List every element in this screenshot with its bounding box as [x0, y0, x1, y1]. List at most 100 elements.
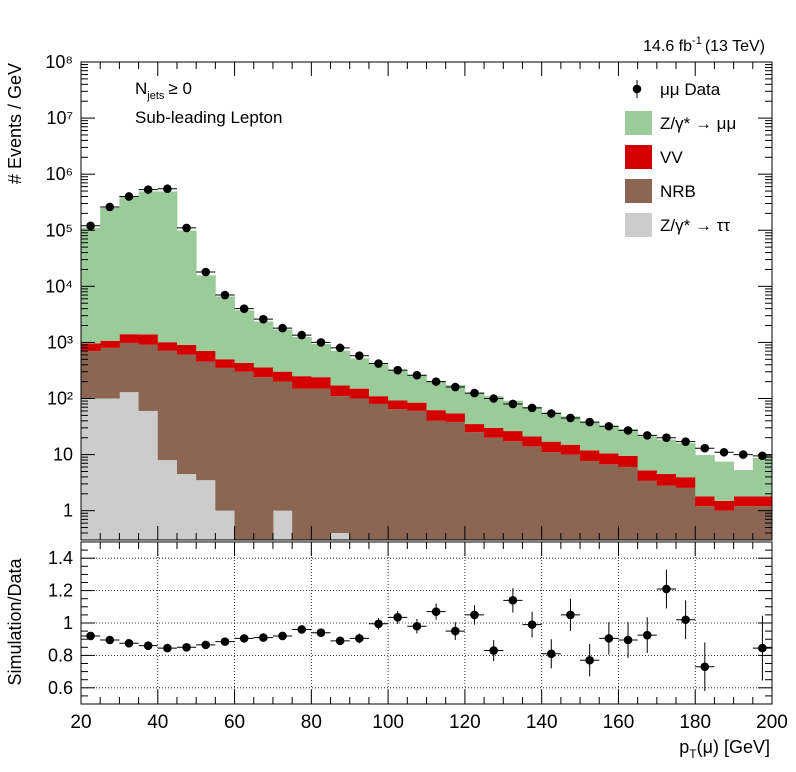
x-tick-label: 20 — [70, 712, 91, 733]
hist-bar — [580, 421, 600, 451]
hist-bar — [368, 364, 389, 397]
hist-bar — [618, 429, 639, 456]
hist-bar — [752, 496, 773, 507]
hist-bar — [157, 342, 178, 351]
ratio-y-tick-label: 1.2 — [48, 581, 73, 601]
data-point — [566, 413, 575, 423]
legend-swatch — [625, 213, 652, 237]
hist-bar — [81, 343, 101, 352]
hist-bar — [349, 398, 370, 540]
hist-bar — [272, 371, 293, 382]
hist-bar — [330, 350, 351, 386]
data-point — [546, 409, 556, 418]
hist-bar — [541, 441, 562, 453]
ratio-point — [758, 643, 767, 653]
hist-bar — [311, 388, 331, 540]
hist-bar — [272, 329, 293, 372]
data-point — [738, 450, 748, 459]
hist-bar — [196, 480, 216, 540]
hist-bar — [407, 410, 427, 540]
hist-bar — [215, 510, 235, 540]
data-point — [374, 359, 383, 368]
hist-bar — [522, 406, 543, 437]
hist-bar — [580, 461, 600, 540]
ratio-point — [604, 634, 614, 643]
hist-bar — [464, 392, 485, 425]
y-tick-label: 10⁵ — [46, 220, 73, 240]
ratio-point — [163, 643, 172, 653]
hist-bar — [522, 436, 543, 447]
hist-bar — [407, 374, 427, 403]
ratio-point — [355, 634, 364, 643]
legend-label: NRB — [660, 182, 696, 201]
data-points — [81, 184, 772, 461]
hist-bar — [100, 347, 120, 399]
hist-bar — [311, 377, 331, 389]
hist-bar — [138, 410, 159, 540]
hist-bar — [676, 487, 696, 540]
ratio-point — [374, 619, 383, 629]
data-point — [335, 343, 345, 353]
legend-swatch — [625, 111, 652, 135]
hist-bar — [733, 496, 754, 507]
data-point — [719, 447, 729, 457]
data-point — [259, 314, 268, 324]
hist-bar — [330, 532, 351, 540]
data-point — [86, 221, 95, 231]
hist-bar — [656, 485, 677, 540]
hist-bar — [388, 409, 408, 540]
ratio-point — [182, 643, 191, 652]
hist-bar — [176, 230, 197, 345]
ratio-point — [450, 626, 460, 636]
data-point — [662, 433, 671, 443]
data-point — [431, 377, 441, 386]
hist-bar — [541, 412, 562, 442]
hist-bar — [484, 427, 504, 438]
ratio-point — [124, 638, 134, 648]
hist-bar — [733, 506, 754, 540]
hist-bar — [464, 424, 485, 433]
hist-bar — [138, 191, 159, 335]
hist-bar — [618, 455, 639, 468]
legend-label: Z/γ* → ττ — [660, 216, 730, 235]
data-point — [201, 267, 211, 277]
data-point — [700, 443, 710, 453]
ratio-point — [681, 615, 690, 625]
ratio-point — [623, 635, 633, 645]
y-tick-label: 10³ — [47, 332, 73, 352]
data-point — [450, 382, 460, 392]
hist-bar — [407, 402, 427, 411]
data-point — [393, 365, 403, 375]
data-point — [470, 388, 479, 398]
legend-item: NRB — [625, 179, 696, 203]
x-tick-label: 180 — [679, 712, 711, 733]
ratio-point — [508, 596, 518, 605]
data-point — [316, 338, 326, 347]
ratio-y-tick-label: 0.8 — [48, 645, 73, 665]
hist-bar — [311, 343, 331, 378]
ratio-point — [662, 584, 671, 594]
ratio-gridlines — [81, 542, 772, 704]
hist-bar — [138, 344, 159, 411]
data-point — [412, 370, 422, 380]
hist-bar — [234, 362, 255, 372]
legend-label: Z/γ* → μμ — [660, 114, 736, 133]
hist-bar — [503, 400, 523, 432]
lumi-label: 14.6 fb-1 (13 TeV) — [643, 35, 765, 55]
y-axis-label-main: # Events / GeV — [5, 63, 25, 184]
data-point — [105, 202, 115, 212]
data-point — [143, 185, 153, 194]
hist-bar — [100, 207, 120, 341]
ratio-point — [700, 662, 710, 672]
hist-bar — [656, 474, 677, 486]
hist-bar — [100, 398, 120, 540]
hist-bar — [676, 443, 696, 478]
data-point — [220, 290, 230, 300]
x-tick-label: 100 — [372, 712, 404, 733]
hist-bar — [157, 350, 178, 461]
ratio-point — [86, 631, 95, 641]
hist-bar — [426, 410, 447, 421]
hist-bar — [253, 321, 274, 368]
hist-bar — [234, 310, 255, 363]
